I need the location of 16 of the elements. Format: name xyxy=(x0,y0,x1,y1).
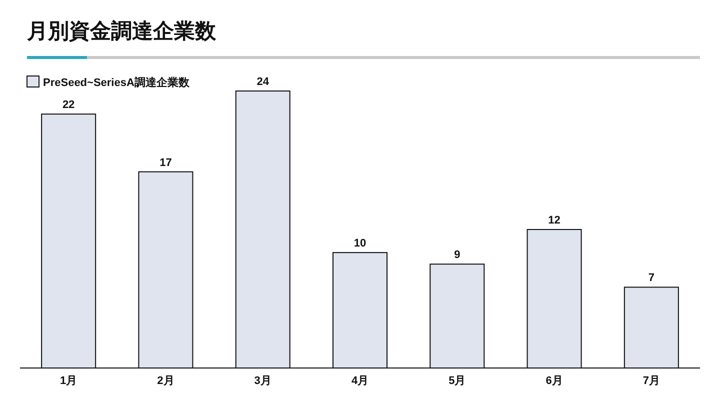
x-tick-label: 7月 xyxy=(642,375,660,387)
data-label: 24 xyxy=(256,76,270,88)
data-label: 12 xyxy=(548,214,560,226)
x-tick-label: 2月 xyxy=(157,375,174,387)
x-tick-label: 6月 xyxy=(546,375,563,387)
chart-title: 月別資金調達企業数 xyxy=(26,19,217,43)
x-tick-label: 1月 xyxy=(60,375,78,387)
data-label: 7 xyxy=(648,272,654,284)
legend-label: PreSeed~SeriesA調達企業数 xyxy=(43,76,190,89)
data-label: 17 xyxy=(160,156,172,169)
x-tick-label: 5月 xyxy=(448,375,466,387)
x-tick-label: 4月 xyxy=(351,375,369,387)
data-label: 22 xyxy=(62,99,75,112)
x-tick-label: 3月 xyxy=(254,375,272,387)
data-label: 10 xyxy=(354,238,366,250)
data-label: 9 xyxy=(454,249,460,262)
